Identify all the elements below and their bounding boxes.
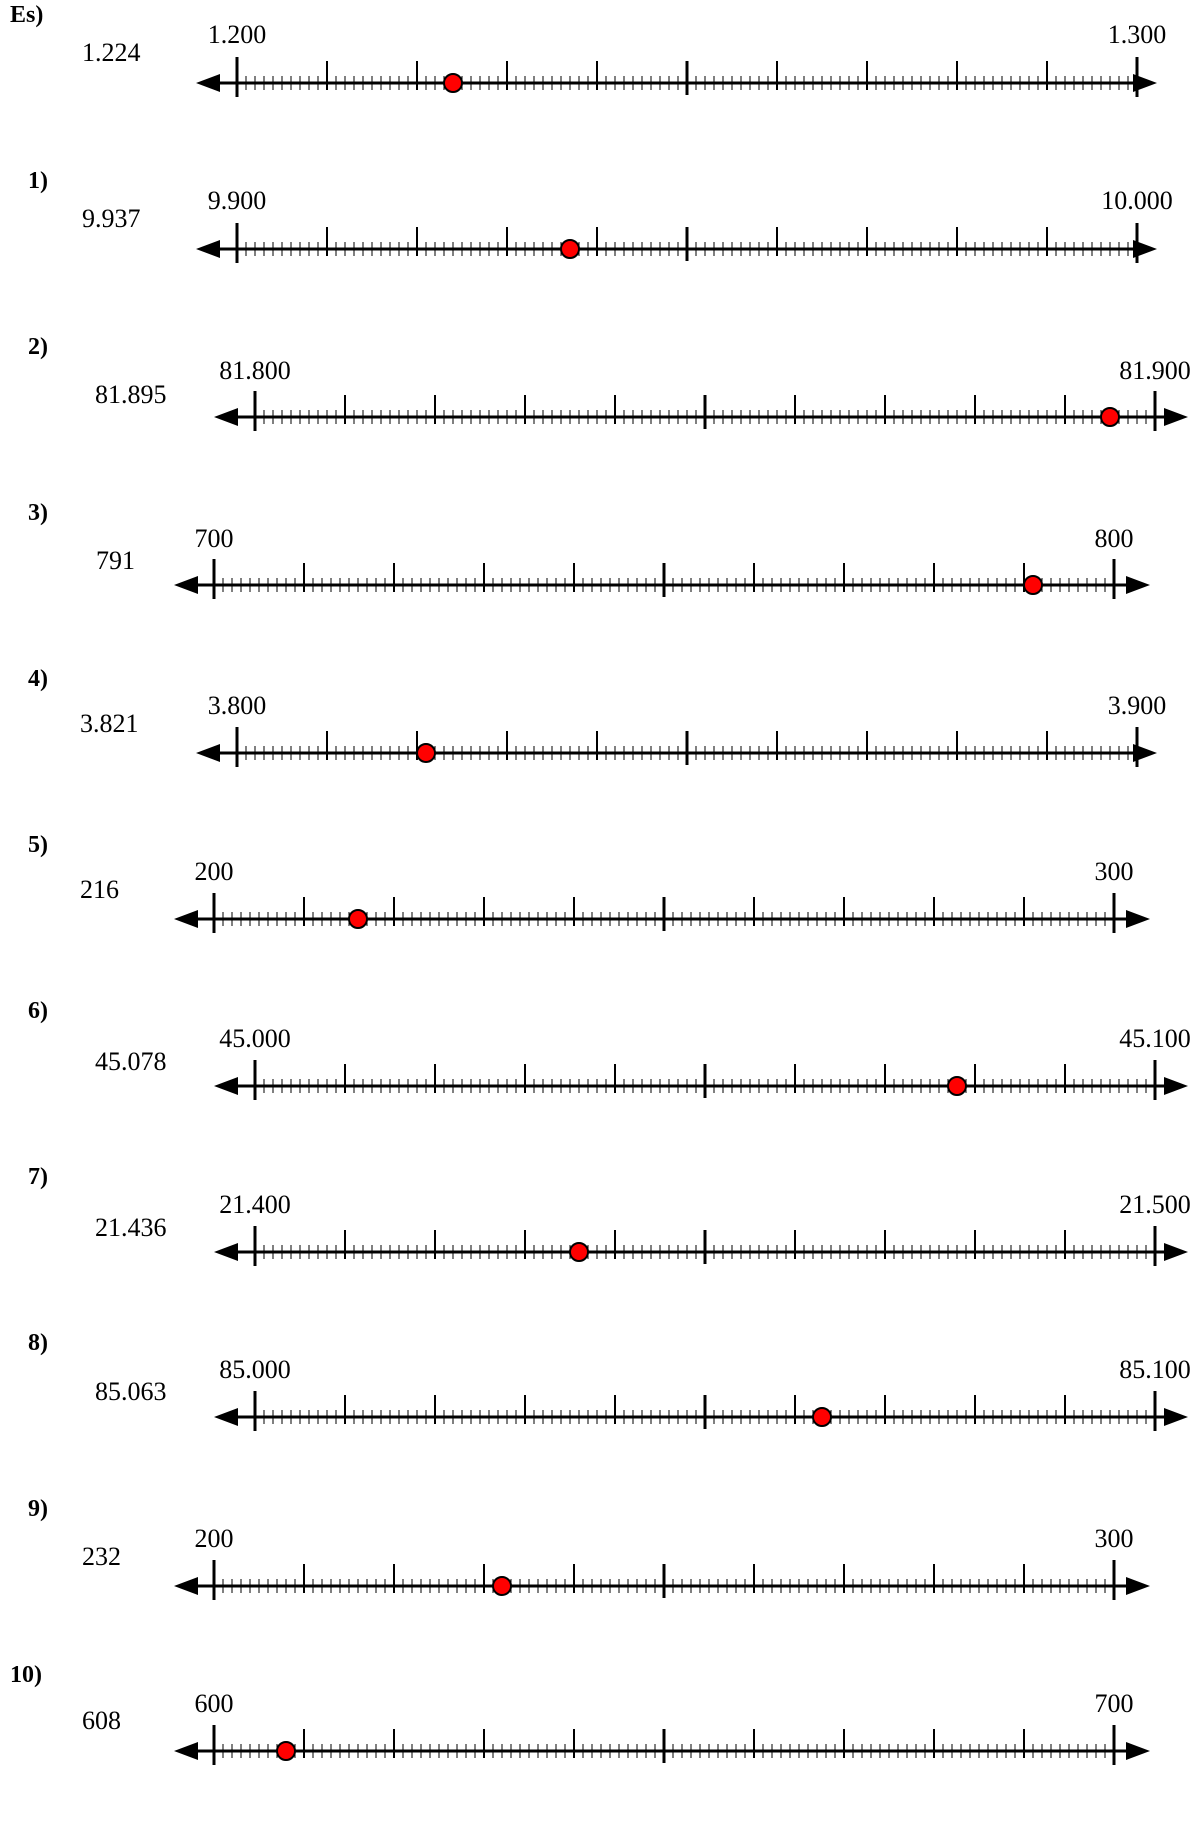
right-arrow-icon: [1164, 1077, 1188, 1095]
marked-point: [560, 239, 580, 259]
number-line-problem: 6) 45.078 45.000 45.100: [0, 996, 1200, 1164]
end-label: 800: [1094, 524, 1134, 553]
marked-point: [1023, 575, 1043, 595]
end-label: 3.900: [1107, 691, 1167, 720]
left-arrow-icon: [174, 1742, 198, 1760]
left-arrow-icon: [174, 1577, 198, 1595]
number-line-problem: Es) 1.224 1.200 1.300: [0, 0, 1200, 168]
marked-point: [812, 1407, 832, 1427]
number-line-problem: 9) 232 200 300: [0, 1494, 1200, 1662]
problem-label: 5): [28, 832, 48, 858]
start-label: 3.800: [207, 691, 267, 720]
start-label: 21.400: [219, 1190, 291, 1219]
right-arrow-icon: [1126, 910, 1150, 928]
number-line: [196, 727, 1157, 767]
number-line: [174, 559, 1150, 599]
left-arrow-icon: [214, 1243, 238, 1261]
number-line-problem: 3) 791 700 800: [0, 498, 1200, 666]
left-arrow-icon: [174, 576, 198, 594]
number-line: [174, 1560, 1150, 1600]
problem-label: 4): [28, 666, 48, 692]
problem-label: 9): [28, 1496, 48, 1522]
problem-label: 1): [28, 168, 48, 194]
right-arrow-icon: [1164, 408, 1188, 426]
marked-point: [1100, 407, 1120, 427]
right-arrow-icon: [1126, 1577, 1150, 1595]
end-label: 21.500: [1119, 1190, 1191, 1219]
start-label: 200: [194, 1524, 234, 1553]
target-value: 81.895: [95, 380, 167, 409]
target-value: 45.078: [95, 1047, 167, 1076]
marked-point: [492, 1576, 512, 1596]
start-label: 600: [194, 1689, 234, 1718]
target-value: 1.224: [82, 38, 141, 67]
start-label: 45.000: [219, 1024, 291, 1053]
start-label: 9.900: [207, 186, 267, 215]
target-value: 21.436: [95, 1213, 167, 1242]
target-value: 216: [80, 875, 119, 904]
number-line-problem: 1) 9.937 9.900 10.000: [0, 166, 1200, 334]
number-line-problem: 4) 3.821 3.800 3.900: [0, 664, 1200, 832]
right-arrow-icon: [1126, 576, 1150, 594]
number-line: [214, 1060, 1188, 1100]
end-label: 700: [1094, 1689, 1134, 1718]
marked-point: [569, 1242, 589, 1262]
left-arrow-icon: [174, 910, 198, 928]
end-label: 81.900: [1119, 356, 1191, 385]
number-line: [196, 223, 1157, 263]
start-label: 85.000: [219, 1355, 291, 1384]
right-arrow-icon: [1164, 1243, 1188, 1261]
target-value: 791: [96, 546, 135, 575]
number-line-problem: 5) 216 200 300: [0, 830, 1200, 998]
number-line: [174, 1725, 1150, 1765]
start-label: 200: [194, 857, 234, 886]
target-value: 9.937: [82, 204, 141, 233]
start-label: 81.800: [219, 356, 291, 385]
end-label: 85.100: [1119, 1355, 1191, 1384]
target-value: 232: [82, 1542, 121, 1571]
left-arrow-icon: [196, 74, 220, 92]
marked-point: [276, 1741, 296, 1761]
problem-label: 10): [10, 1662, 42, 1688]
end-label: 300: [1094, 857, 1134, 886]
left-arrow-icon: [196, 240, 220, 258]
start-label: 1.200: [207, 20, 267, 49]
right-arrow-icon: [1164, 1408, 1188, 1426]
number-line-problem: 10) 608 600 700: [0, 1660, 1200, 1828]
number-line-problem: 2) 81.895 81.800 81.900: [0, 332, 1200, 500]
start-label: 700: [194, 524, 234, 553]
marked-point: [443, 73, 463, 93]
marked-point: [348, 909, 368, 929]
right-arrow-icon: [1126, 1742, 1150, 1760]
left-arrow-icon: [214, 408, 238, 426]
right-arrow-icon: [1133, 744, 1157, 762]
end-label: 45.100: [1119, 1024, 1191, 1053]
problem-label: Es): [10, 2, 44, 28]
right-arrow-icon: [1133, 74, 1157, 92]
target-value: 608: [82, 1706, 121, 1735]
left-arrow-icon: [196, 744, 220, 762]
right-arrow-icon: [1133, 240, 1157, 258]
left-arrow-icon: [214, 1408, 238, 1426]
end-label: 1.300: [1107, 20, 1167, 49]
target-value: 3.821: [80, 709, 139, 738]
number-line: [214, 391, 1188, 431]
number-line: [214, 1391, 1188, 1431]
end-label: 10.000: [1101, 186, 1173, 215]
target-value: 85.063: [95, 1377, 167, 1406]
number-line: [214, 1226, 1188, 1266]
problem-label: 2): [28, 334, 48, 360]
end-label: 300: [1094, 1524, 1134, 1553]
marked-point: [416, 743, 436, 763]
number-line-problem: 7) 21.436 21.400 21.500: [0, 1162, 1200, 1330]
problem-label: 3): [28, 500, 48, 526]
number-line: [174, 893, 1150, 933]
left-arrow-icon: [214, 1077, 238, 1095]
problem-label: 7): [28, 1164, 48, 1190]
problem-label: 6): [28, 998, 48, 1024]
number-line: [196, 57, 1157, 97]
marked-point: [947, 1076, 967, 1096]
number-line-problem: 8) 85.063 85.000 85.100: [0, 1328, 1200, 1496]
problem-label: 8): [28, 1330, 48, 1356]
